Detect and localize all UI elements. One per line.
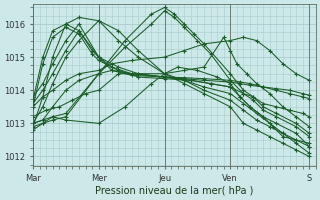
X-axis label: Pression niveau de la mer( hPa ): Pression niveau de la mer( hPa ) (95, 186, 253, 196)
